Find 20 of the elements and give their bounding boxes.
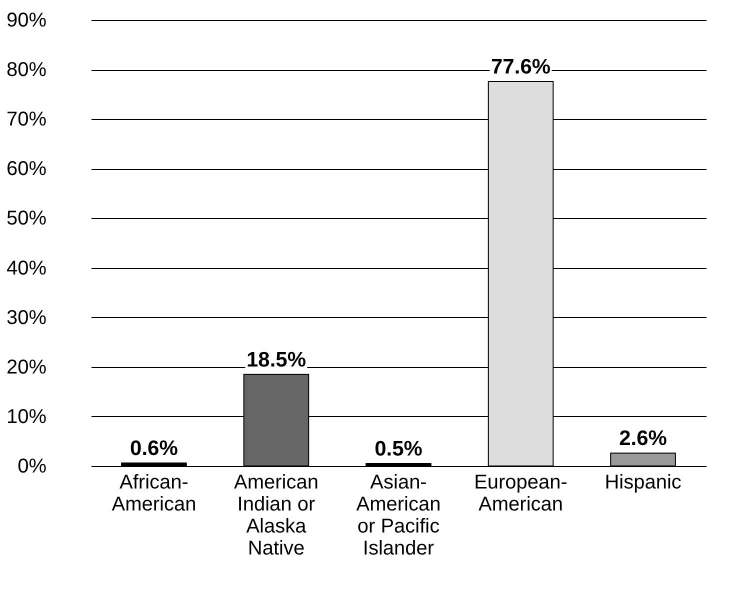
y-tick-label: 90%: [6, 10, 47, 32]
data-label: 18.5%: [246, 348, 306, 372]
y-tick-label: 50%: [6, 208, 47, 230]
x-tick-label: Asian-American or Pacific Islander: [356, 472, 441, 560]
y-tick-label: 10%: [6, 406, 47, 428]
x-tick-label: African-American: [112, 472, 196, 516]
data-label: 2.6%: [619, 427, 668, 450]
data-label: 0.6%: [130, 437, 178, 460]
y-tick-label: 40%: [6, 257, 47, 280]
x-tick-label: European-American: [474, 472, 568, 516]
data-label: 77.6%: [490, 55, 551, 78]
y-tick-label: 80%: [6, 59, 47, 82]
y-tick-label: 0%: [18, 456, 47, 478]
y-tick-label: 20%: [6, 356, 47, 378]
x-tick-label: Hispanic: [604, 472, 682, 494]
data-label: 0.5%: [374, 438, 423, 461]
x-tick-label: American Indian or Alaska Native: [234, 472, 318, 560]
y-tick-label: 30%: [6, 306, 47, 329]
y-tick-label: 70%: [6, 108, 47, 131]
y-tick-label: 60%: [6, 158, 47, 180]
